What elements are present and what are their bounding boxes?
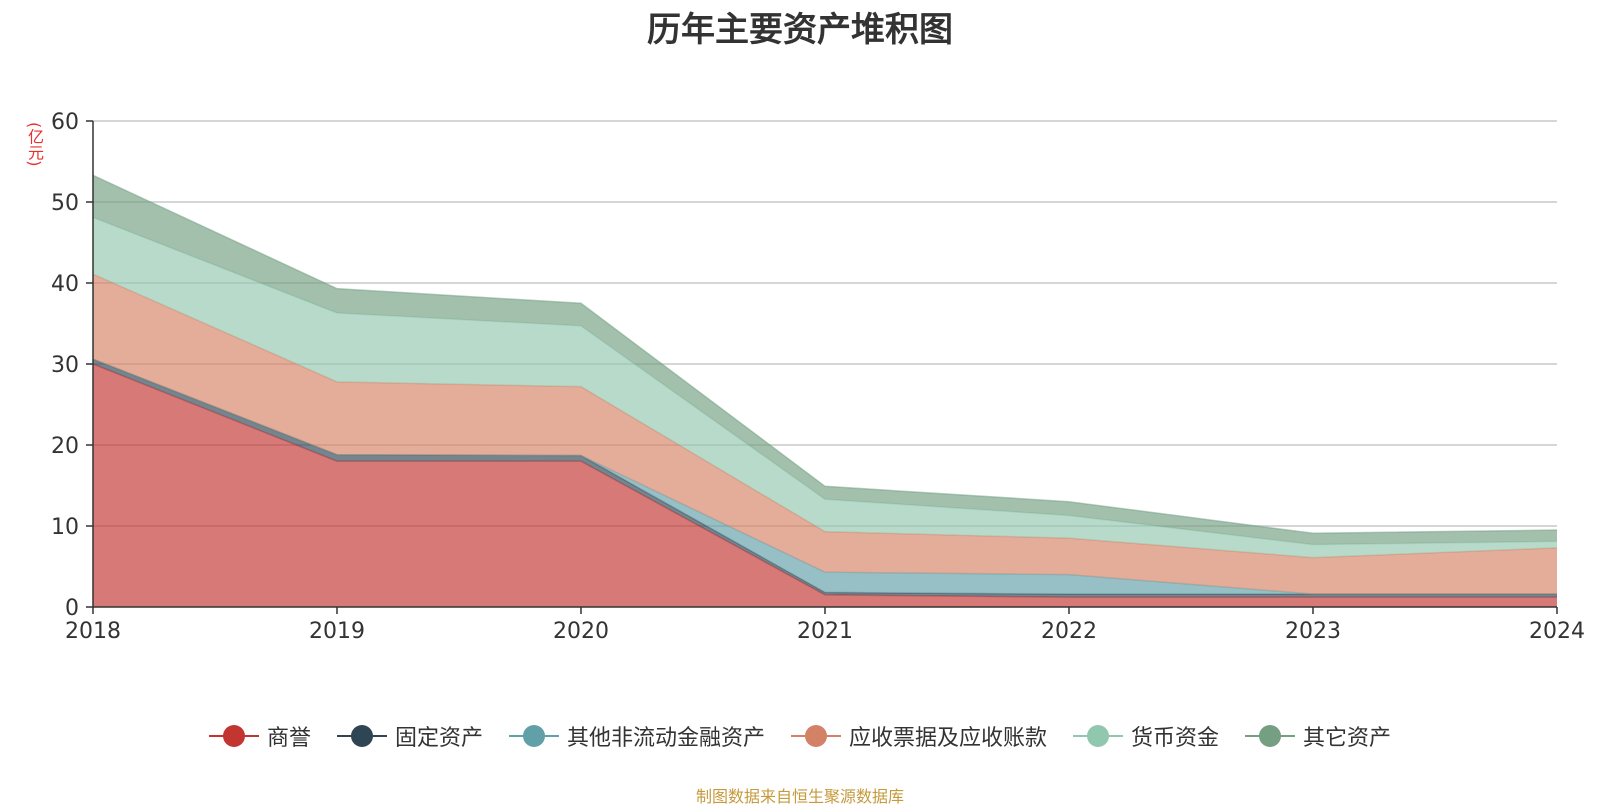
y-tick-label: 10 bbox=[51, 515, 79, 540]
stacked-area-chart: 0 10 20 30 40 50 60 2018 2019 2020 2021 2022 2023 202… bbox=[51, 110, 1585, 644]
legend-item-5[interactable]: 其它资产 bbox=[1245, 720, 1391, 752]
legend-marker-icon bbox=[1073, 725, 1124, 747]
y-tick-label: 0 bbox=[65, 596, 79, 621]
x-tick-label: 2021 bbox=[797, 619, 853, 644]
legend-label: 商誉 bbox=[266, 726, 311, 751]
y-tick-label: 50 bbox=[51, 191, 79, 216]
x-tick-label: 2019 bbox=[309, 619, 365, 644]
axes: 0 10 20 30 40 50 60 2018 2019 2020 2021 2022 2023 202… bbox=[51, 110, 1585, 644]
legend-marker-icon bbox=[208, 725, 259, 747]
x-tick-label: 2018 bbox=[65, 619, 121, 644]
y-tick-label: 60 bbox=[51, 110, 79, 135]
area-series bbox=[92, 174, 1558, 607]
x-tick-label: 2020 bbox=[553, 619, 609, 644]
legend-marker-icon bbox=[791, 725, 841, 747]
x-tick-label: 2024 bbox=[1529, 619, 1585, 644]
legend-item-1[interactable]: 固定资产 bbox=[336, 720, 483, 752]
legend-label: 应收票据及应收账款 bbox=[849, 726, 1048, 751]
legend-label: 货币资金 bbox=[1131, 726, 1220, 751]
y-tick-label: 40 bbox=[51, 272, 79, 297]
legend-item-4[interactable]: 货币资金 bbox=[1073, 720, 1219, 752]
legend-item-0[interactable]: 商誉 bbox=[208, 720, 311, 752]
legend-item-3[interactable]: 应收票据及应收账款 bbox=[791, 720, 1047, 752]
y-tick-label: 20 bbox=[51, 434, 79, 459]
source-note: 制图数据来自恒生聚源数据库 bbox=[695, 787, 904, 806]
legend-marker-icon bbox=[1245, 725, 1296, 747]
area-series-0 bbox=[93, 364, 1557, 607]
legend-marker-icon bbox=[336, 725, 387, 747]
y-axis-unit-label: (亿元) bbox=[25, 122, 44, 167]
legend: 商誉 固定资产 其他非流动金融资产 应收票据及应收账款 货币资金 其它资产 bbox=[0, 720, 1600, 752]
legend-label: 固定资产 bbox=[394, 726, 483, 751]
series-line-5 bbox=[92, 174, 1558, 535]
x-tick-label: 2023 bbox=[1285, 619, 1341, 644]
legend-item-2[interactable]: 其他非流动金融资产 bbox=[508, 720, 765, 752]
legend-label: 其他非流动金融资产 bbox=[566, 726, 765, 751]
y-tick-label: 30 bbox=[51, 353, 79, 378]
area-series-3 bbox=[93, 274, 1557, 595]
legend-label: 其它资产 bbox=[1303, 726, 1392, 751]
chart-title: 历年主要资产堆积图 bbox=[647, 10, 953, 50]
legend-marker-icon bbox=[508, 725, 559, 747]
x-tick-label: 2022 bbox=[1041, 619, 1097, 644]
